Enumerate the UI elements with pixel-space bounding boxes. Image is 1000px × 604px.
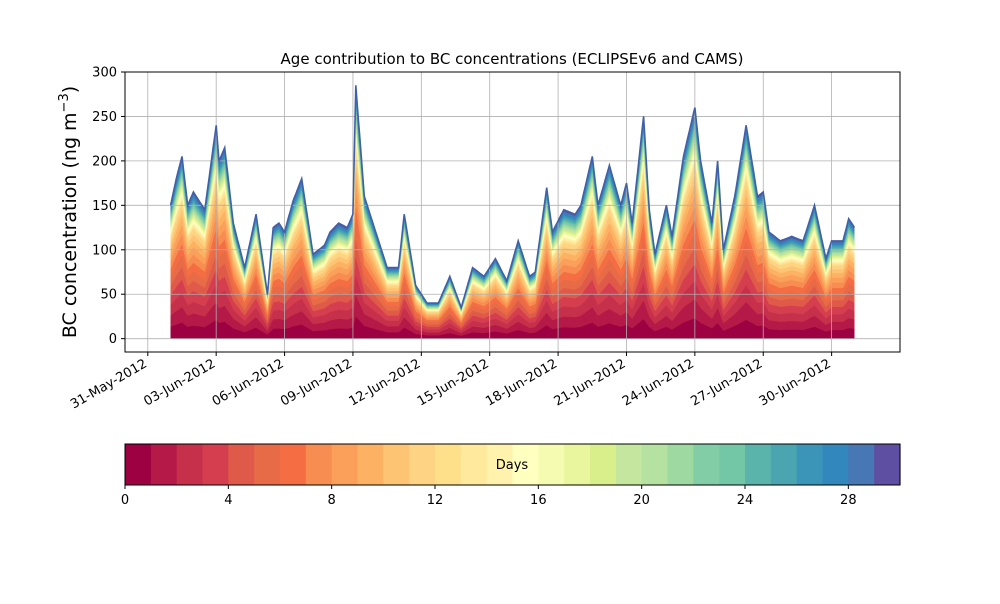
colorbar-segment (202, 444, 229, 485)
colorbar-segment (150, 444, 178, 485)
x-tick-label: 03-Jun-2012 (141, 356, 218, 409)
colorbar-tick-label: 12 (427, 493, 444, 508)
colorbar-segment (564, 444, 591, 485)
colorbar-segment (538, 444, 565, 485)
colorbar-segment (409, 444, 436, 485)
colorbar-segment (874, 444, 901, 485)
y-tick-label: 250 (92, 110, 117, 125)
colorbar-segment (460, 444, 488, 485)
x-tick-label: 15-Jun-2012 (415, 356, 492, 409)
x-tick-label: 27-Jun-2012 (688, 356, 765, 409)
colorbar-tick-label: 20 (633, 493, 650, 508)
age-contribution-layers (170, 85, 855, 339)
x-tick-label: 30-Jun-2012 (757, 356, 834, 409)
x-tick-label: 24-Jun-2012 (620, 356, 697, 409)
colorbar-segment (796, 444, 824, 485)
colorbar-segment (719, 444, 746, 485)
colorbar-segment (280, 444, 307, 485)
x-tick-label: 12-Jun-2012 (347, 356, 424, 409)
y-tick-label: 50 (100, 288, 117, 303)
chart-title: Age contribution to BC concentrations (E… (281, 50, 744, 68)
colorbar-tick-label: 4 (224, 493, 232, 508)
colorbar-frame (124, 443, 901, 486)
colorbar-segment (848, 444, 875, 485)
y-axis-label-close: ) (59, 86, 81, 93)
y-axis-label-exponent: −3 (57, 93, 72, 112)
colorbar-tick-label: 24 (737, 493, 754, 508)
colorbar-segment (305, 444, 333, 485)
x-tick-label: 21-Jun-2012 (552, 356, 629, 409)
colorbar-segment (822, 444, 849, 485)
colorbar-segment (176, 444, 204, 485)
x-tick-label: 09-Jun-2012 (278, 356, 355, 409)
colorbar-segment (770, 444, 798, 485)
colorbar (125, 444, 901, 485)
colorbar-tick-label: 28 (840, 493, 857, 508)
colorbar-tick-label: 8 (328, 493, 336, 508)
colorbar-segment (745, 444, 772, 485)
plot-frame (124, 71, 901, 353)
colorbar-tick-label: 0 (121, 493, 129, 508)
y-axis-label-main: BC concentration (ng m (59, 112, 81, 338)
x-tick-label: 31-May-2012 (68, 356, 150, 412)
colorbar-segment (331, 444, 359, 485)
x-tick-label: 18-Jun-2012 (483, 356, 560, 409)
total-line (169, 85, 856, 311)
colorbar-segment (590, 444, 617, 485)
y-axis-label: BC concentration (ng m−3) (57, 86, 81, 338)
y-tick-label: 0 (109, 332, 117, 347)
colorbar-segment (693, 444, 720, 485)
colorbar-segment (228, 444, 255, 485)
colorbar-tick-label: 16 (530, 493, 547, 508)
colorbar-segment (125, 444, 152, 485)
x-axis: 31-May-201203-Jun-201206-Jun-201209-Jun-… (68, 352, 834, 412)
age-layer-day-0 (170, 316, 855, 339)
colorbar-segment (254, 444, 281, 485)
y-axis: 0 50 100 150 200 250 300 (92, 66, 125, 347)
colorbar-segment (615, 444, 643, 485)
y-tick-label: 100 (92, 243, 117, 258)
colorbar-label: Days (496, 458, 529, 473)
total-outline (169, 85, 856, 311)
y-tick-label: 300 (92, 66, 117, 81)
grid-lines (125, 72, 900, 352)
colorbar-segment (512, 444, 539, 485)
colorbar-segment (641, 444, 669, 485)
colorbar-segment (383, 444, 410, 485)
y-tick-label: 150 (92, 199, 117, 214)
colorbar-segment (486, 444, 514, 485)
colorbar-segment (667, 444, 694, 485)
colorbar-ticks: 0 4 8 12 16 20 24 28 (121, 485, 857, 508)
y-tick-label: 200 (92, 154, 117, 169)
colorbar-segment (435, 444, 462, 485)
x-tick-label: 06-Jun-2012 (210, 356, 287, 409)
colorbar-segment (357, 444, 384, 485)
